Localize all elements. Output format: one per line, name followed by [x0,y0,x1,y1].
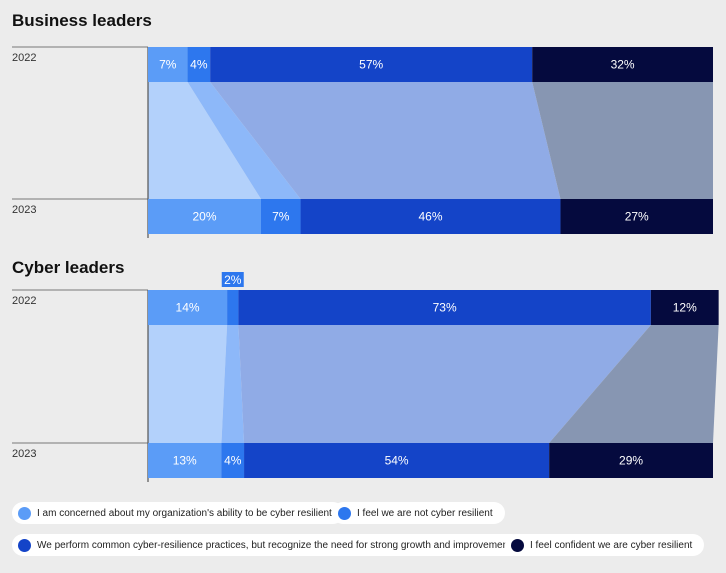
connector-band [187,82,301,199]
data-label: 4% [224,454,242,468]
legend-label: We perform common cyber-resilience pract… [37,539,511,551]
data-label: 12% [673,301,697,315]
data-label: 27% [625,210,649,224]
legend-label: I feel we are not cyber resilient [357,507,493,519]
dot-blue-icon [338,506,351,520]
data-label: 7% [159,58,177,72]
connector-band [549,325,719,443]
bar-segment [148,443,222,478]
data-label: 2% [224,273,242,287]
bar-segment [238,290,651,325]
bar-segment [560,199,713,234]
chart-title: Cyber leaders [12,258,124,277]
data-label: 46% [418,210,442,224]
chart-title: Business leaders [12,11,152,30]
legend-item-concerned: I am concerned about my organization's a… [12,502,344,524]
bar-segment [148,199,261,234]
connector-band [148,82,261,199]
bar-segment [221,443,245,478]
bar-segment [261,199,301,234]
bar-segment [227,290,239,325]
dot-royal-blue-icon [18,538,31,552]
connector-band [148,325,228,443]
dot-light-blue-icon [18,506,31,520]
connector-band [238,325,651,443]
year-label: 2022 [12,52,36,64]
data-label: 54% [385,454,409,468]
year-label: 2023 [12,204,36,216]
data-label: 20% [192,210,216,224]
connector-band [532,82,713,199]
data-label: 32% [611,58,635,72]
bar-segment [532,47,713,82]
dot-navy-icon [511,538,524,552]
connector-band [221,325,245,443]
bar-segment [549,443,713,478]
bar-segment [210,47,533,82]
data-label: 57% [359,58,383,72]
data-label: 7% [272,210,290,224]
stacked-bar-chart: Business leaders 2022 2023 7% 4% 57% 32% 20% 7% 4… [12,11,719,482]
legend-item-confident: I feel confident we are cyber resilient [505,534,705,556]
data-label: 73% [433,301,457,315]
data-label: 14% [176,301,200,315]
data-label: 13% [173,454,197,468]
data-label: 4% [190,58,208,72]
legend-label: I feel confident we are cyber resilient [530,539,693,551]
year-label: 2022 [12,295,36,307]
legend-item-not-resilient: I feel we are not cyber resilient [332,502,505,524]
bar-segment [187,47,211,82]
bar-segment [148,47,188,82]
bar-segment [244,443,550,478]
year-label: 2023 [12,448,36,460]
connector-band [210,82,561,199]
bar-segment [650,290,719,325]
legend-label: I am concerned about my organization's a… [37,507,332,519]
bar-segment [300,199,561,234]
legend-item-common-practices: We perform common cyber-resilience pract… [12,534,523,556]
data-label-box [221,272,244,287]
data-label: 29% [619,454,643,468]
bar-segment [148,290,228,325]
